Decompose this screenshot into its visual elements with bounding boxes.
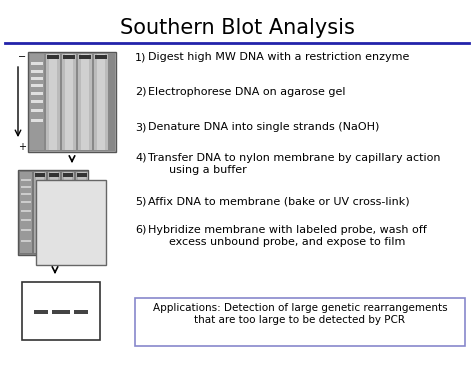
Bar [31, 77, 43, 80]
Text: Hybridize membrane with labeled probe, wash off
      excess unbound probe, and : Hybridize membrane with labeled probe, w… [148, 225, 427, 246]
Bar [77, 173, 87, 177]
Bar [63, 173, 73, 177]
Bar [95, 55, 107, 59]
Bar [97, 54, 105, 150]
Bar [135, 298, 465, 346]
Text: 6): 6) [135, 225, 146, 235]
Bar [78, 54, 92, 150]
Bar [21, 240, 31, 242]
Bar [78, 172, 86, 253]
Text: 1): 1) [135, 52, 146, 62]
Bar [21, 219, 31, 221]
Bar [36, 172, 44, 253]
Bar [21, 179, 31, 181]
Bar [52, 310, 70, 314]
Bar [19, 171, 87, 254]
Bar [81, 54, 89, 150]
Text: Digest high MW DNA with a restriction enzyme: Digest high MW DNA with a restriction en… [148, 52, 410, 62]
Bar [21, 186, 31, 188]
Bar [76, 172, 88, 253]
Bar [63, 55, 75, 59]
Bar [47, 55, 59, 59]
Bar [31, 62, 43, 64]
Bar [48, 172, 60, 253]
Bar [50, 172, 58, 253]
Bar [79, 55, 91, 59]
Bar [29, 53, 115, 151]
Bar [64, 172, 72, 253]
Bar [31, 109, 43, 111]
Bar [21, 229, 31, 231]
Text: +: + [18, 142, 26, 152]
Text: Southern Blot Analysis: Southern Blot Analysis [119, 18, 355, 38]
Text: Electrophorese DNA on agarose gel: Electrophorese DNA on agarose gel [148, 87, 346, 97]
Bar [28, 52, 116, 152]
Bar [49, 173, 59, 177]
Text: Affix DNA to membrane (bake or UV cross-link): Affix DNA to membrane (bake or UV cross-… [148, 196, 410, 206]
Bar [74, 310, 88, 314]
Bar [18, 170, 88, 255]
Text: 3): 3) [135, 122, 146, 132]
Bar [21, 193, 31, 195]
Text: Denature DNA into single strands (NaOH): Denature DNA into single strands (NaOH) [148, 122, 379, 132]
Bar [34, 310, 48, 314]
Bar [31, 100, 43, 102]
Bar [30, 54, 44, 150]
Bar [94, 54, 108, 150]
Text: 4): 4) [135, 153, 146, 163]
Bar [21, 210, 31, 212]
Bar [49, 54, 57, 150]
Bar [65, 54, 73, 150]
Bar [20, 172, 32, 253]
Bar [36, 180, 106, 265]
Bar [31, 92, 43, 94]
Bar [31, 119, 43, 121]
Bar [31, 84, 43, 87]
Bar [21, 201, 31, 203]
Bar [22, 282, 100, 340]
Bar [62, 172, 74, 253]
Text: Applications: Detection of large genetic rearrangements
that are too large to be: Applications: Detection of large genetic… [153, 303, 447, 324]
Text: 2): 2) [135, 87, 146, 97]
Bar [31, 70, 43, 73]
Bar [62, 54, 76, 150]
Bar [35, 173, 45, 177]
Text: −: − [18, 52, 26, 62]
Bar [34, 172, 46, 253]
Text: Transfer DNA to nylon membrane by capillary action
      using a buffer: Transfer DNA to nylon membrane by capill… [148, 153, 440, 175]
Text: 5): 5) [135, 196, 146, 206]
Bar [46, 54, 60, 150]
